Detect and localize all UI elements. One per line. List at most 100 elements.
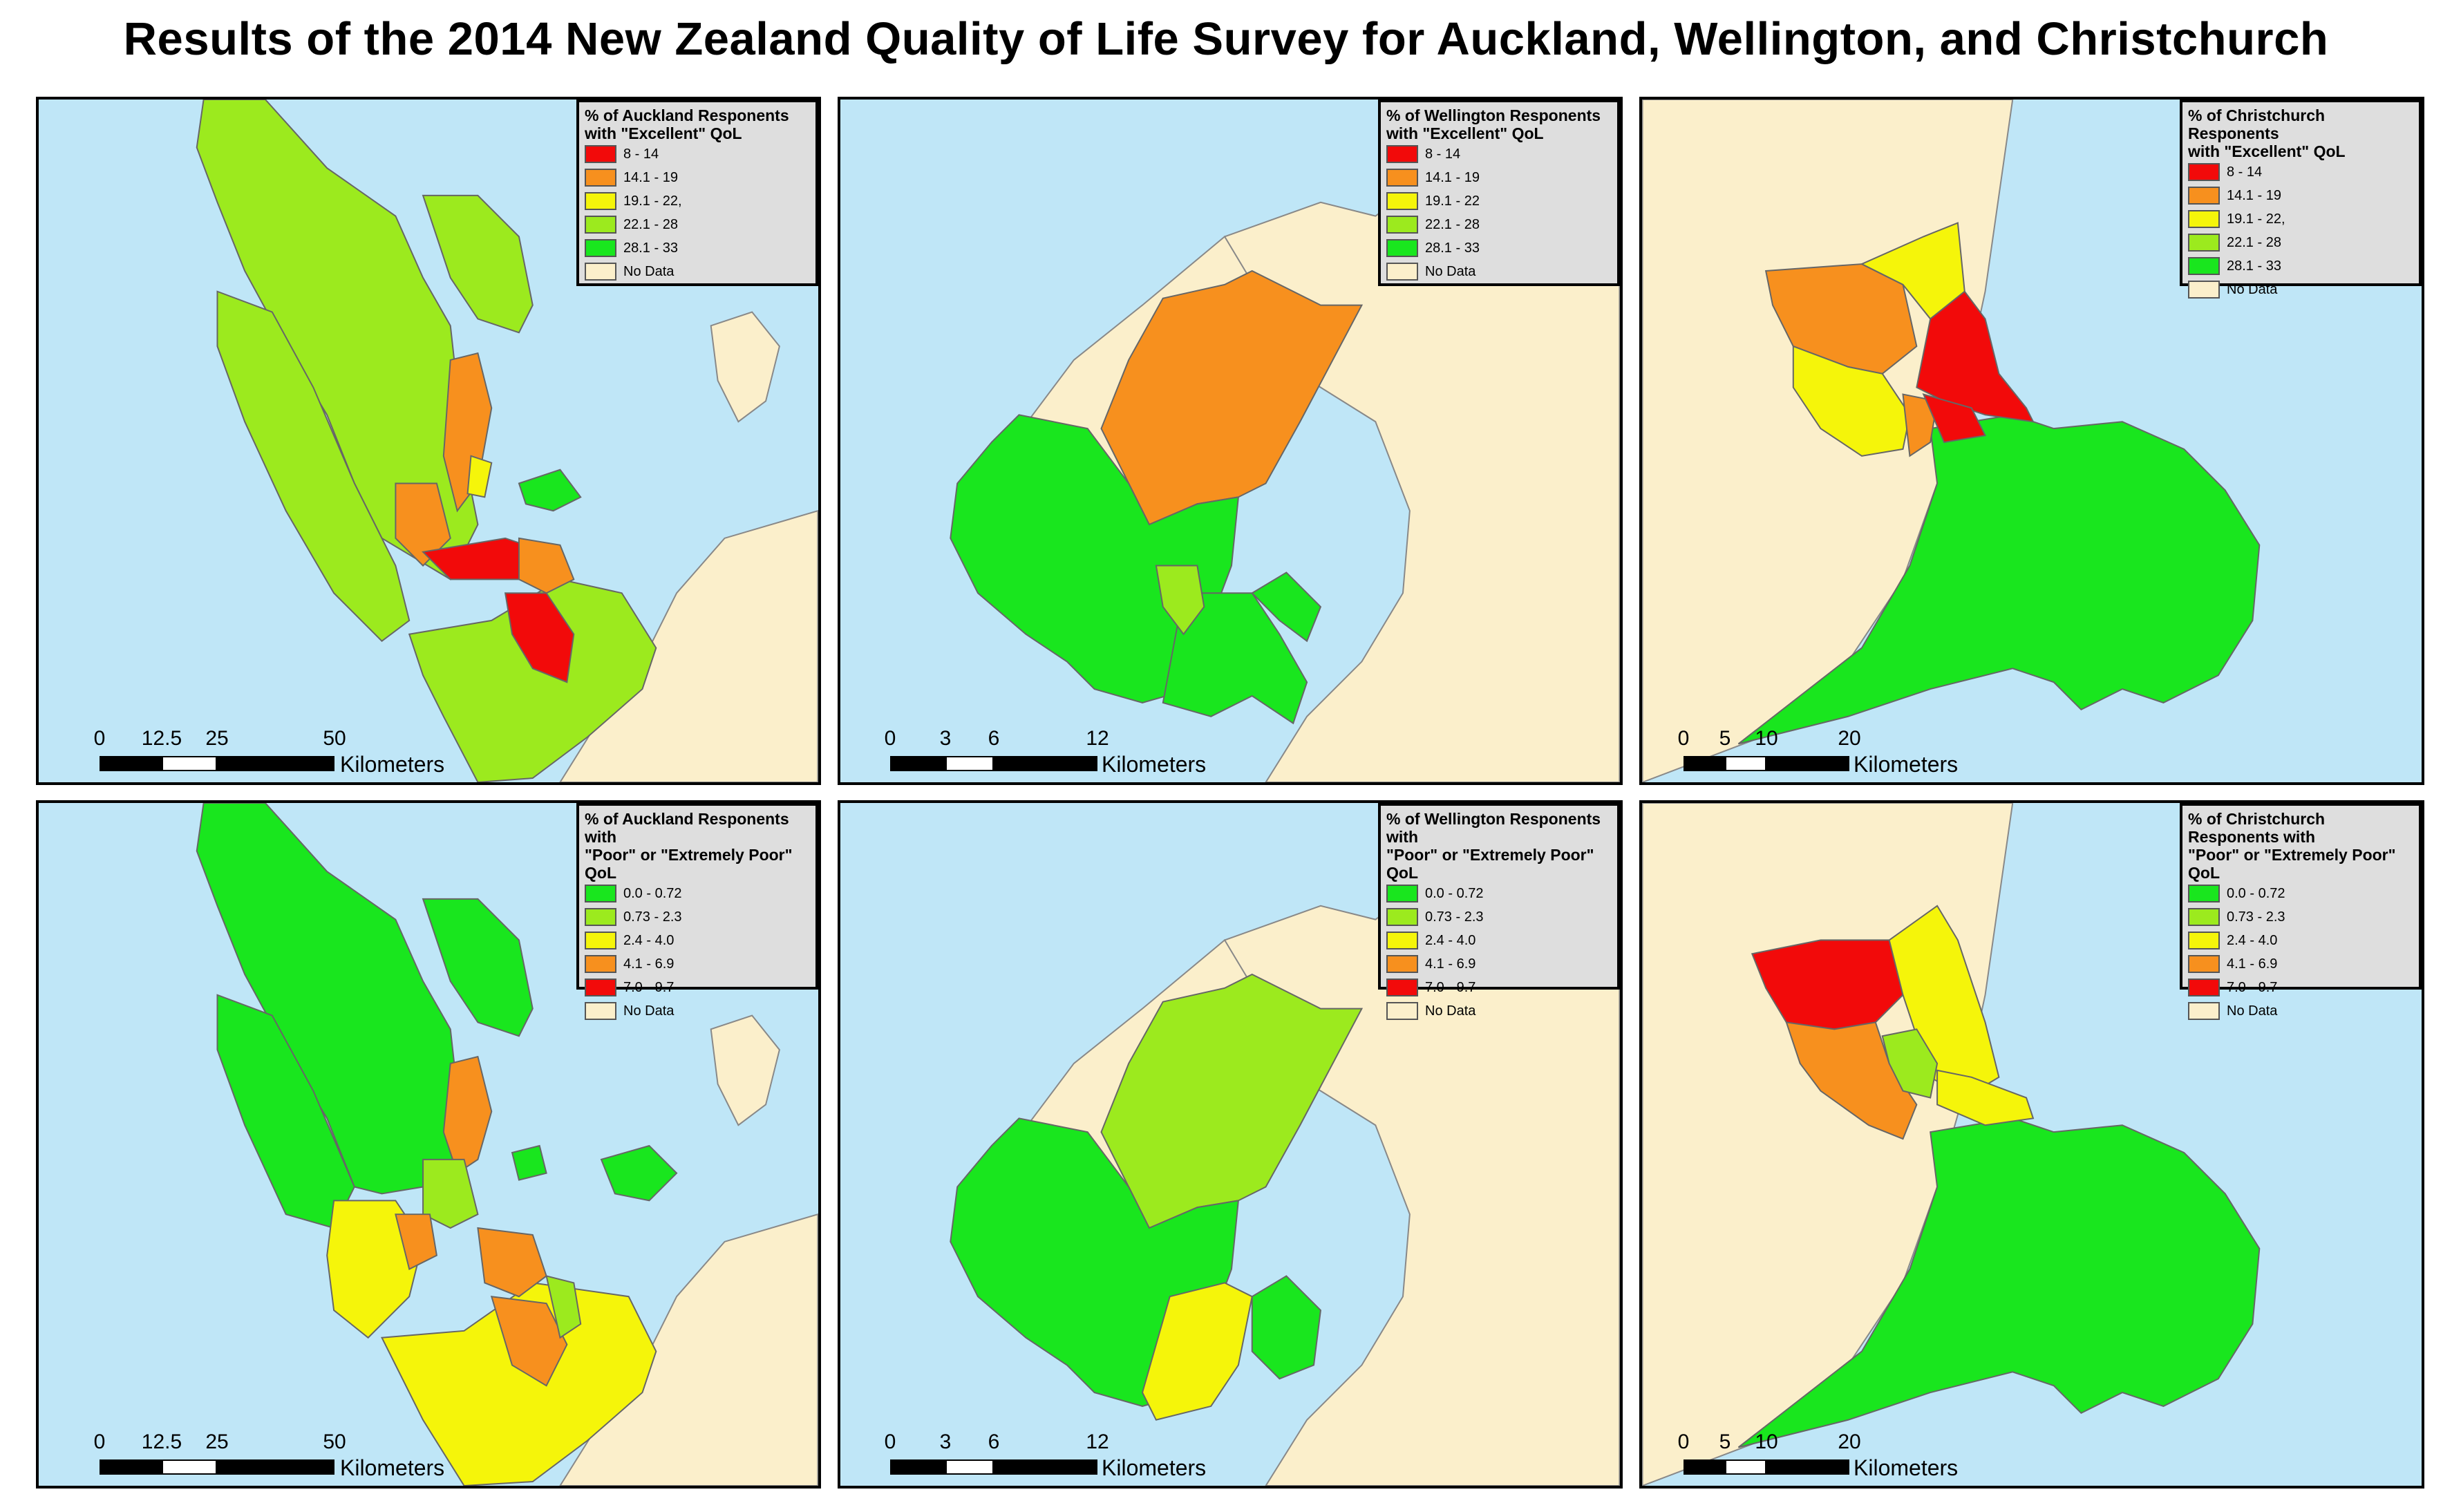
swatch-yellow: [1386, 192, 1418, 210]
region-lightgreen-1: [422, 1158, 479, 1229]
legend-item: No Data: [2188, 999, 2413, 1023]
scale-bar-christchurch: 0 5 10 20 Kilometers: [1661, 1430, 2076, 1486]
legend-label: No Data: [1425, 263, 1476, 279]
swatch-lightgreen: [1386, 216, 1418, 234]
scale-tick: 3: [939, 1430, 952, 1453]
legend-label: 0.73 - 2.3: [623, 909, 682, 925]
region-central-orange: [477, 1227, 547, 1298]
region-lightgreen-2: [545, 1275, 582, 1339]
legend-label: 19.1 - 22: [1425, 193, 1480, 209]
scale-tick: 6: [988, 727, 1000, 750]
legend-item: 8 - 14: [585, 142, 810, 166]
wellington-excellent-map: [950, 174, 1620, 782]
swatch-yellow: [585, 192, 616, 210]
map-panel-wellington-excellent: % of Wellington Responents with "Excelle…: [838, 97, 1623, 785]
region-yellow: [466, 455, 493, 498]
scale-tick: 50: [323, 727, 346, 750]
legend-label: 8 - 14: [623, 146, 659, 162]
map-panel-wellington-poor: % of Wellington Responents with "Poor" o…: [838, 800, 1623, 1489]
scale-tick: 50: [323, 1430, 346, 1453]
legend-item: 0.0 - 0.72: [2188, 882, 2413, 905]
scale-segment: [945, 1459, 994, 1475]
swatch-green: [2188, 885, 2220, 903]
swatch-orange: [1386, 169, 1418, 187]
scale-tick: 12.5: [141, 727, 182, 750]
legend-item: 4.1 - 6.9: [2188, 952, 2413, 976]
legend-auckland-excellent: % of Auckland Responents with "Excellent…: [576, 100, 818, 286]
legend-item: 0.73 - 2.3: [2188, 905, 2413, 929]
region-yellow-east: [1936, 1069, 2035, 1126]
scale-tick: 0: [884, 1430, 896, 1453]
legend-label: 2.4 - 4.0: [1425, 932, 1476, 948]
legend-title: % of Wellington Responents with "Excelle…: [1386, 106, 1601, 142]
map-panel-christchurch-excellent: % of Christchurch Responents with "Excel…: [1639, 97, 2424, 785]
legend-item: 19.1 - 22,: [2188, 207, 2413, 231]
swatch-orange: [1386, 955, 1418, 973]
legend-label: 14.1 - 19: [1425, 169, 1480, 185]
scale-tick: 0: [1677, 727, 1690, 750]
swatch-nodata: [1386, 1002, 1418, 1020]
legend-label: 0.0 - 0.72: [1425, 885, 1484, 901]
legend-label: 28.1 - 33: [623, 240, 678, 256]
scale-tick: 6: [988, 1430, 1000, 1453]
legend-item: 0.73 - 2.3: [585, 905, 810, 929]
legend-item: 2.4 - 4.0: [2188, 929, 2413, 952]
legend-item: No Data: [2188, 278, 2413, 301]
scale-segment: [162, 1459, 217, 1475]
scale-tick: 10: [1755, 727, 1778, 750]
legend-item: 22.1 - 28: [1386, 213, 1612, 236]
swatch-nodata: [2188, 1002, 2220, 1020]
swatch-lightgreen: [1386, 908, 1418, 926]
island-northeast: [710, 311, 780, 423]
legend-auckland-poor: % of Auckland Responents with "Poor" or …: [576, 803, 818, 1020]
legend-item: 7.0 - 9.7: [585, 976, 810, 999]
map-panel-auckland-excellent: % of Auckland Responents with "Excellent…: [36, 97, 821, 785]
region-west-orange: [395, 1213, 438, 1270]
scale-tick: 12: [1086, 1430, 1109, 1453]
legend-label: 8 - 14: [1425, 146, 1461, 162]
scale-segment: [217, 756, 334, 771]
legend-label: 4.1 - 6.9: [623, 956, 675, 972]
scale-segment: [162, 756, 217, 771]
swatch-lightgreen: [2188, 908, 2220, 926]
legend-christchurch-excellent: % of Christchurch Responents with "Excel…: [2180, 100, 2422, 299]
legend-item: 4.1 - 6.9: [585, 952, 810, 976]
legend-item: 22.1 - 28: [585, 213, 810, 236]
map-panel-auckland-poor: % of Auckland Responents with "Poor" or …: [36, 800, 821, 1489]
legend-wellington-poor: % of Wellington Responents with "Poor" o…: [1378, 803, 1620, 1020]
legend-label: No Data: [623, 263, 675, 279]
scale-segment: [1725, 1459, 1766, 1475]
legend-title: % of Wellington Responents with "Poor" o…: [1386, 810, 1601, 882]
scale-segment: [890, 756, 945, 771]
legend-label: 8 - 14: [2227, 164, 2263, 180]
scale-unit: Kilometers: [1854, 1455, 1959, 1480]
island-waiheke: [600, 1144, 678, 1202]
legend-label: 4.1 - 6.9: [2227, 956, 2278, 972]
scale-tick: 0: [884, 727, 896, 750]
swatch-red: [1386, 979, 1418, 996]
legend-item: 19.1 - 22,: [585, 189, 810, 213]
legend-title: % of Auckland Responents with "Excellent…: [585, 106, 789, 142]
legend-label: 0.73 - 2.3: [2227, 909, 2285, 925]
scale-tick: 3: [939, 727, 952, 750]
legend-label: 0.0 - 0.72: [623, 885, 682, 901]
legend-label: 28.1 - 33: [1425, 240, 1480, 256]
region-northeast-lightgreen: [422, 194, 534, 334]
region-north-orange: [1100, 270, 1364, 526]
scale-segment: [890, 1459, 945, 1475]
legend-item: 14.1 - 19: [585, 166, 810, 189]
legend-item: 28.1 - 33: [1386, 236, 1612, 260]
legend-label: No Data: [2227, 281, 2278, 297]
scale-segment: [100, 1459, 162, 1475]
region-red-east: [1916, 290, 2035, 423]
scale-unit: Kilometers: [340, 1455, 445, 1480]
map-panel-christchurch-poor: % of Christchurch Responents with "Poor"…: [1639, 800, 2424, 1489]
legend-item: 8 - 14: [2188, 160, 2413, 184]
swatch-green: [585, 239, 616, 257]
scale-bar-wellington: 0 3 6 12 Kilometers: [860, 1430, 1274, 1486]
swatch-yellow: [585, 932, 616, 949]
legend-label: 0.73 - 2.3: [1425, 909, 1484, 925]
swatch-orange: [585, 169, 616, 187]
scale-tick: 12.5: [141, 1430, 182, 1453]
